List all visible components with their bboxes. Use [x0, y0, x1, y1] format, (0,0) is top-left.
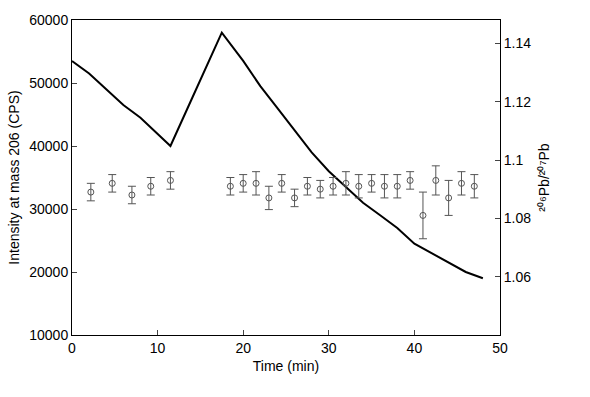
svg-text:1.1: 1.1 [504, 152, 524, 168]
svg-text:40000: 40000 [29, 138, 68, 154]
svg-text:30: 30 [321, 340, 337, 356]
svg-text:20000: 20000 [29, 264, 68, 280]
svg-text:1.14: 1.14 [504, 35, 531, 51]
svg-text:Time (min): Time (min) [253, 358, 319, 374]
svg-text:10: 10 [150, 340, 166, 356]
svg-text:50: 50 [492, 340, 508, 356]
svg-text:²⁰⁶Pb/²⁰⁷Pb: ²⁰⁶Pb/²⁰⁷Pb [536, 143, 552, 212]
svg-text:40: 40 [407, 340, 423, 356]
svg-text:10000: 10000 [29, 327, 68, 343]
svg-text:1.06: 1.06 [504, 269, 531, 285]
svg-text:60000: 60000 [29, 12, 68, 28]
svg-text:0: 0 [68, 340, 76, 356]
svg-text:1.12: 1.12 [504, 94, 531, 110]
svg-text:1.08: 1.08 [504, 210, 531, 226]
svg-text:Intensity at mass 206 (CPS): Intensity at mass 206 (CPS) [6, 90, 22, 264]
svg-text:30000: 30000 [29, 201, 68, 217]
svg-text:20: 20 [235, 340, 251, 356]
svg-text:50000: 50000 [29, 75, 68, 91]
